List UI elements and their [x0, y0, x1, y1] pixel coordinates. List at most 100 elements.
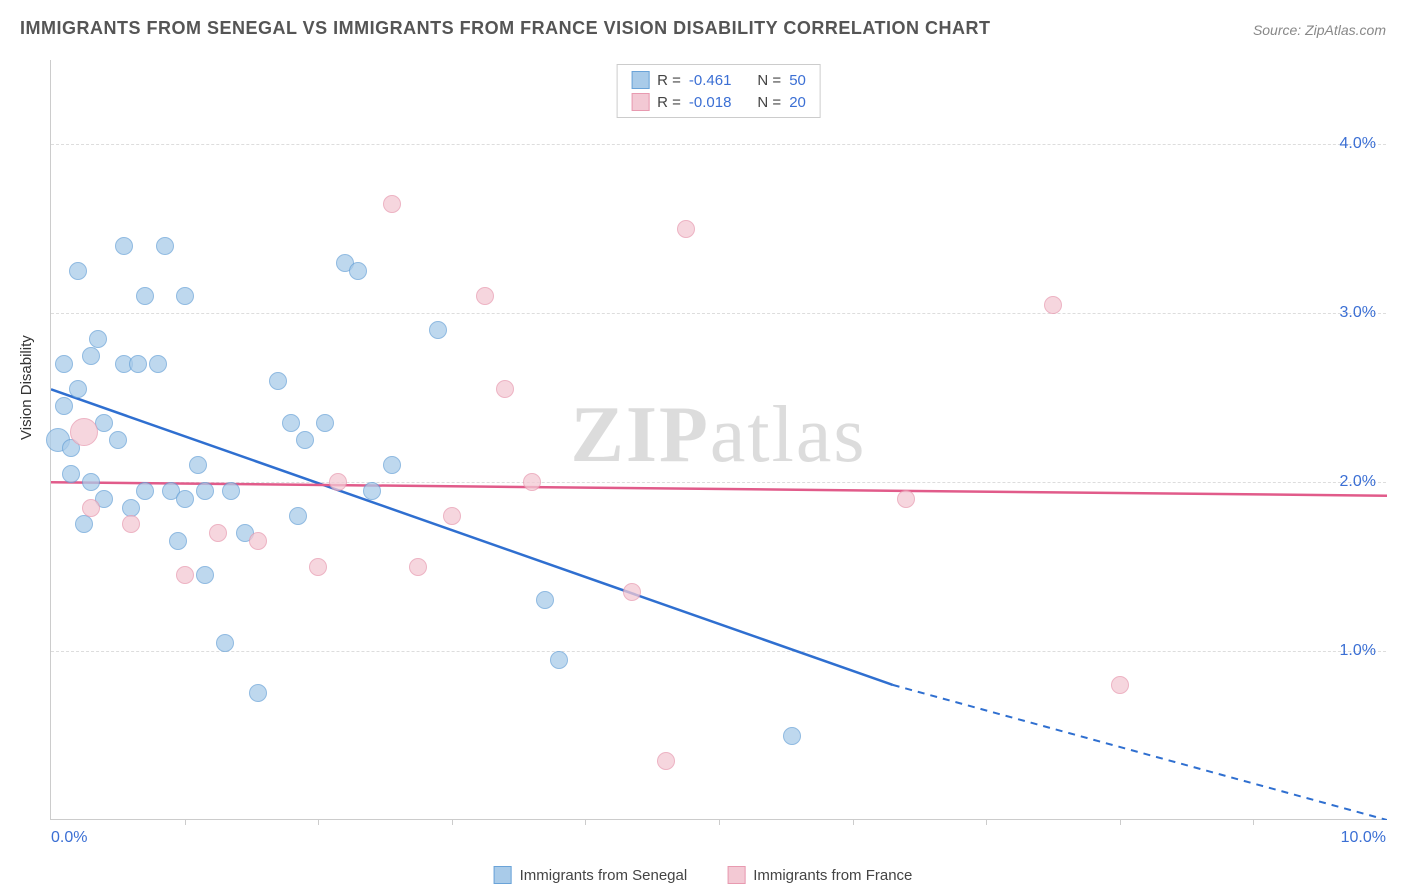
gridline: [51, 144, 1386, 145]
x-tick: [452, 819, 453, 825]
x-tick: [1253, 819, 1254, 825]
y-tick-label: 3.0%: [1340, 304, 1376, 322]
data-point: [316, 414, 334, 432]
data-point: [209, 524, 227, 542]
data-point: [443, 507, 461, 525]
correlation-legend: R = -0.461 N = 50 R = -0.018 N = 20: [616, 64, 821, 118]
x-tick: [719, 819, 720, 825]
data-point: [55, 355, 73, 373]
data-point: [536, 591, 554, 609]
data-point: [269, 372, 287, 390]
data-point: [783, 727, 801, 745]
data-point: [69, 380, 87, 398]
data-point: [349, 262, 367, 280]
data-point: [122, 499, 140, 517]
legend-swatch: [727, 866, 745, 884]
data-point: [550, 651, 568, 669]
data-point: [70, 418, 98, 446]
data-point: [196, 566, 214, 584]
data-point: [677, 220, 695, 238]
series-legend-item: Immigrants from Senegal: [494, 866, 688, 884]
n-label: N =: [757, 94, 781, 111]
watermark-atlas: atlas: [710, 390, 867, 478]
y-tick-label: 4.0%: [1340, 135, 1376, 153]
data-point: [62, 465, 80, 483]
x-tick-label-left: 0.0%: [51, 829, 87, 847]
chart-title: IMMIGRANTS FROM SENEGAL VS IMMIGRANTS FR…: [20, 18, 991, 39]
data-point: [176, 566, 194, 584]
n-value: 50: [789, 72, 806, 89]
data-point: [309, 558, 327, 576]
data-point: [289, 507, 307, 525]
r-label: R =: [657, 94, 681, 111]
watermark: ZIPatlas: [571, 389, 867, 480]
x-tick: [853, 819, 854, 825]
data-point: [109, 431, 127, 449]
gridline: [51, 313, 1386, 314]
data-point: [149, 355, 167, 373]
watermark-zip: ZIP: [571, 390, 710, 478]
data-point: [115, 237, 133, 255]
data-point: [383, 456, 401, 474]
gridline: [51, 482, 1386, 483]
data-point: [623, 583, 641, 601]
y-axis-label: Vision Disability: [18, 335, 35, 440]
y-tick-label: 1.0%: [1340, 642, 1376, 660]
data-point: [1111, 676, 1129, 694]
data-point: [55, 397, 73, 415]
data-point: [363, 482, 381, 500]
n-label: N =: [757, 72, 781, 89]
data-point: [176, 287, 194, 305]
data-point: [249, 532, 267, 550]
data-point: [75, 515, 93, 533]
data-point: [897, 490, 915, 508]
data-point: [296, 431, 314, 449]
x-tick: [318, 819, 319, 825]
data-point: [136, 482, 154, 500]
data-point: [496, 380, 514, 398]
data-point: [476, 287, 494, 305]
gridline: [51, 651, 1386, 652]
data-point: [89, 330, 107, 348]
x-tick: [185, 819, 186, 825]
data-point: [216, 634, 234, 652]
data-point: [657, 752, 675, 770]
legend-swatch: [631, 71, 649, 89]
series-legend: Immigrants from Senegal Immigrants from F…: [494, 866, 913, 884]
plot-area: ZIPatlas R = -0.461 N = 50 R = -0.018 N = 20 1.…: [50, 60, 1386, 820]
data-point: [249, 684, 267, 702]
series-legend-item: Immigrants from France: [727, 866, 912, 884]
data-point: [282, 414, 300, 432]
legend-swatch: [494, 866, 512, 884]
series-legend-label: Immigrants from Senegal: [520, 867, 688, 884]
data-point: [409, 558, 427, 576]
data-point: [169, 532, 187, 550]
series-legend-label: Immigrants from France: [753, 867, 912, 884]
data-point: [136, 287, 154, 305]
data-point: [156, 237, 174, 255]
n-value: 20: [789, 94, 806, 111]
correlation-legend-row: R = -0.018 N = 20: [631, 91, 806, 113]
data-point: [222, 482, 240, 500]
x-tick: [986, 819, 987, 825]
data-point: [523, 473, 541, 491]
legend-swatch: [631, 93, 649, 111]
data-point: [383, 195, 401, 213]
data-point: [122, 515, 140, 533]
data-point: [82, 473, 100, 491]
correlation-legend-row: R = -0.461 N = 50: [631, 69, 806, 91]
source-attribution: Source: ZipAtlas.com: [1253, 22, 1386, 38]
data-point: [429, 321, 447, 339]
trend-lines: [51, 60, 1387, 820]
data-point: [82, 347, 100, 365]
data-point: [1044, 296, 1062, 314]
x-tick: [1120, 819, 1121, 825]
r-value: -0.461: [689, 72, 732, 89]
data-point: [329, 473, 347, 491]
x-tick: [585, 819, 586, 825]
r-label: R =: [657, 72, 681, 89]
data-point: [82, 499, 100, 517]
x-tick-label-right: 10.0%: [1341, 829, 1386, 847]
r-value: -0.018: [689, 94, 732, 111]
y-tick-label: 2.0%: [1340, 473, 1376, 491]
